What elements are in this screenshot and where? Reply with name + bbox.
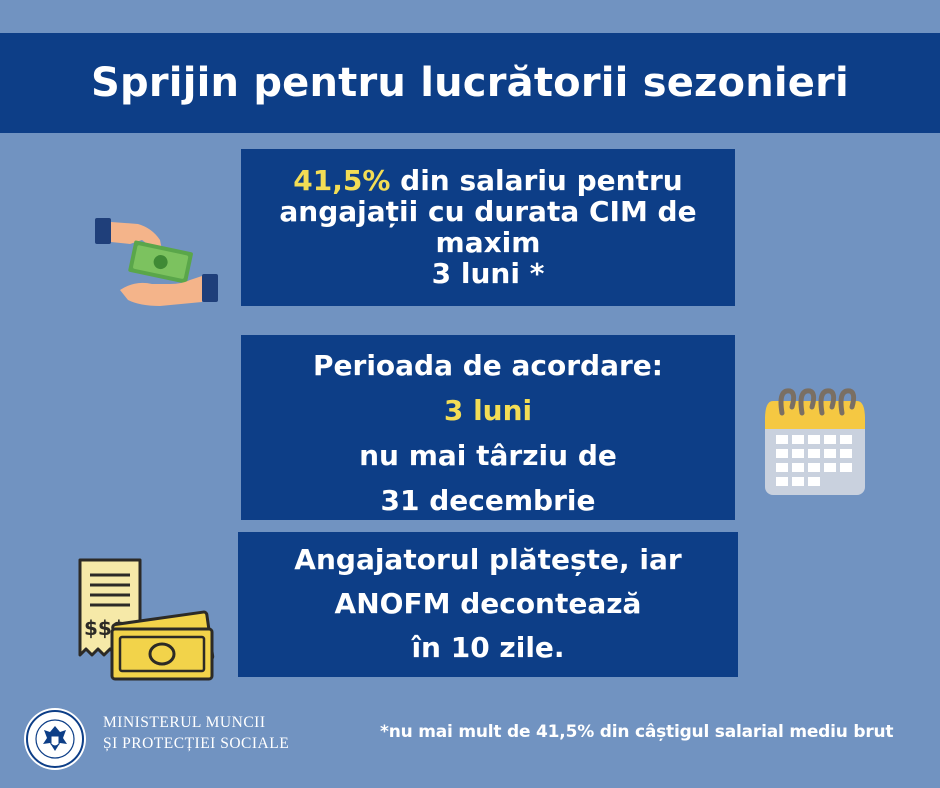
box1-line1: 41,5% din salariu pentru	[293, 164, 683, 197]
box2-line4: 31 decembrie	[380, 484, 596, 517]
percentage-highlight: 41,5%	[293, 164, 391, 197]
title-banner: Sprijin pentru lucrătorii sezonieri	[0, 33, 940, 133]
calendar-icon	[765, 388, 865, 495]
grant-period-box: Perioada de acordare: 3 luni nu mai târz…	[241, 335, 735, 520]
period-highlight: 3 luni	[443, 394, 533, 427]
box3-line2: ANOFM decontează	[334, 587, 642, 620]
box1-line4: 3 luni *	[431, 257, 545, 290]
box3-line1: Angajatorul plătește, iar	[294, 543, 682, 576]
payment-info-box: Angajatorul plătește, iar ANOFM decontea…	[238, 532, 738, 677]
box1-line3: maxim	[435, 226, 541, 259]
box3-line3: în 10 zile.	[411, 631, 565, 664]
ministry-line2: ȘI PROTECȚIEI SOCIALE	[103, 735, 290, 752]
government-seal-icon	[24, 708, 86, 770]
box2-line1: Perioada de acordare:	[313, 349, 663, 382]
footnote: *nu mai mult de 41,5% din câștigul salar…	[380, 722, 894, 742]
box1-line2: angajații cu durata CIM de	[279, 195, 697, 228]
support-percentage-box: 41,5% din salariu pentru angajații cu du…	[241, 149, 735, 306]
page-title: Sprijin pentru lucrătorii sezonieri	[91, 60, 849, 106]
ministry-line1: MINISTERUL MUNCII	[103, 714, 266, 731]
box2-line3: nu mai târziu de	[359, 439, 617, 472]
receipt-cash-icon: $$$	[78, 558, 215, 681]
money-hands-icon	[95, 218, 218, 306]
ministry-name: MINISTERUL MUNCII ȘI PROTECȚIEI SOCIALE	[103, 712, 289, 754]
